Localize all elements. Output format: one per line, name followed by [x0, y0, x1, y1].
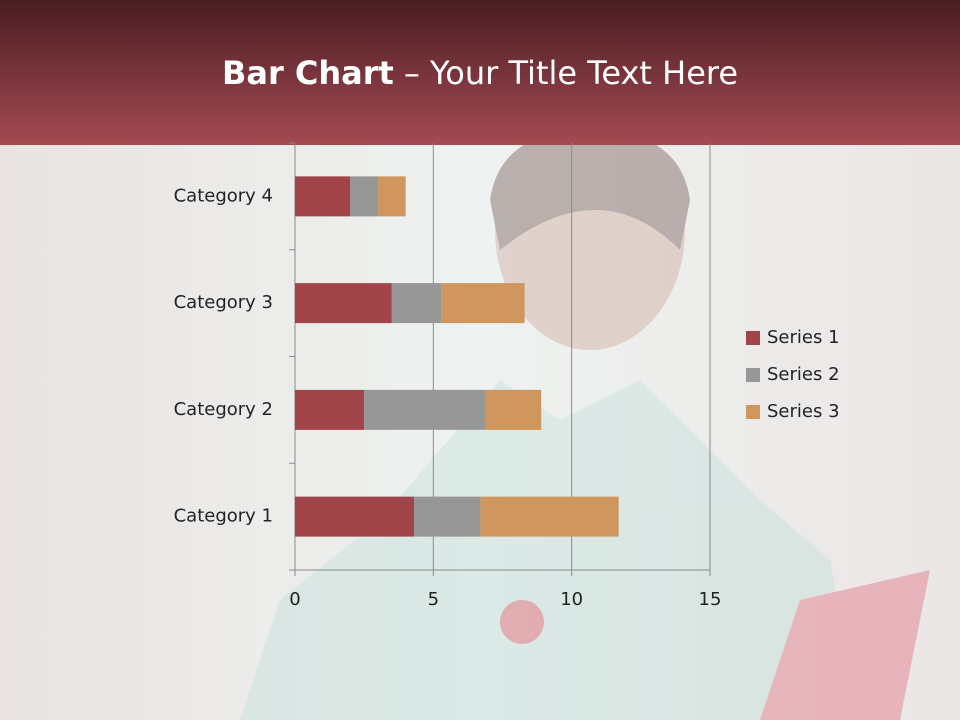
- bar-segment: [378, 176, 406, 217]
- bar-segment: [350, 176, 378, 217]
- bar-segment: [413, 496, 481, 537]
- x-tick-label: 15: [699, 589, 722, 610]
- slide-title: Bar Chart – Your Title Text Here: [222, 54, 738, 92]
- legend-swatch: [746, 331, 760, 345]
- x-tick-label: 0: [289, 589, 300, 610]
- title-rest: – Your Title Text Here: [404, 54, 738, 92]
- bar-segment: [364, 389, 486, 430]
- plot: 0 5 10 15 Category 1 Category 2 Category 3 Cate…: [174, 142, 840, 610]
- title-bold: Bar Chart: [222, 54, 394, 92]
- bar-segment: [391, 283, 442, 324]
- y-tick-label: Category 2: [174, 399, 273, 420]
- bar-segment: [485, 389, 542, 430]
- y-tick-label: Category 4: [174, 185, 273, 206]
- bar-segment: [295, 496, 414, 537]
- legend-label: Series 2: [767, 364, 840, 385]
- x-tick-label: 5: [428, 589, 439, 610]
- header-band: [0, 0, 960, 145]
- bar-segment: [480, 496, 619, 537]
- x-tick-label: 10: [560, 589, 583, 610]
- legend-swatch: [746, 368, 760, 382]
- bar-segment: [441, 283, 525, 324]
- bar-segment: [295, 389, 365, 430]
- legend-swatch: [746, 405, 760, 419]
- background-photo: [240, 110, 930, 720]
- y-tick-label: Category 3: [174, 292, 273, 313]
- legend-label: Series 3: [767, 401, 840, 422]
- legend-label: Series 1: [767, 327, 840, 348]
- bar-segment: [295, 176, 351, 217]
- y-tick-label: Category 1: [174, 506, 273, 527]
- bar-segment: [295, 283, 392, 324]
